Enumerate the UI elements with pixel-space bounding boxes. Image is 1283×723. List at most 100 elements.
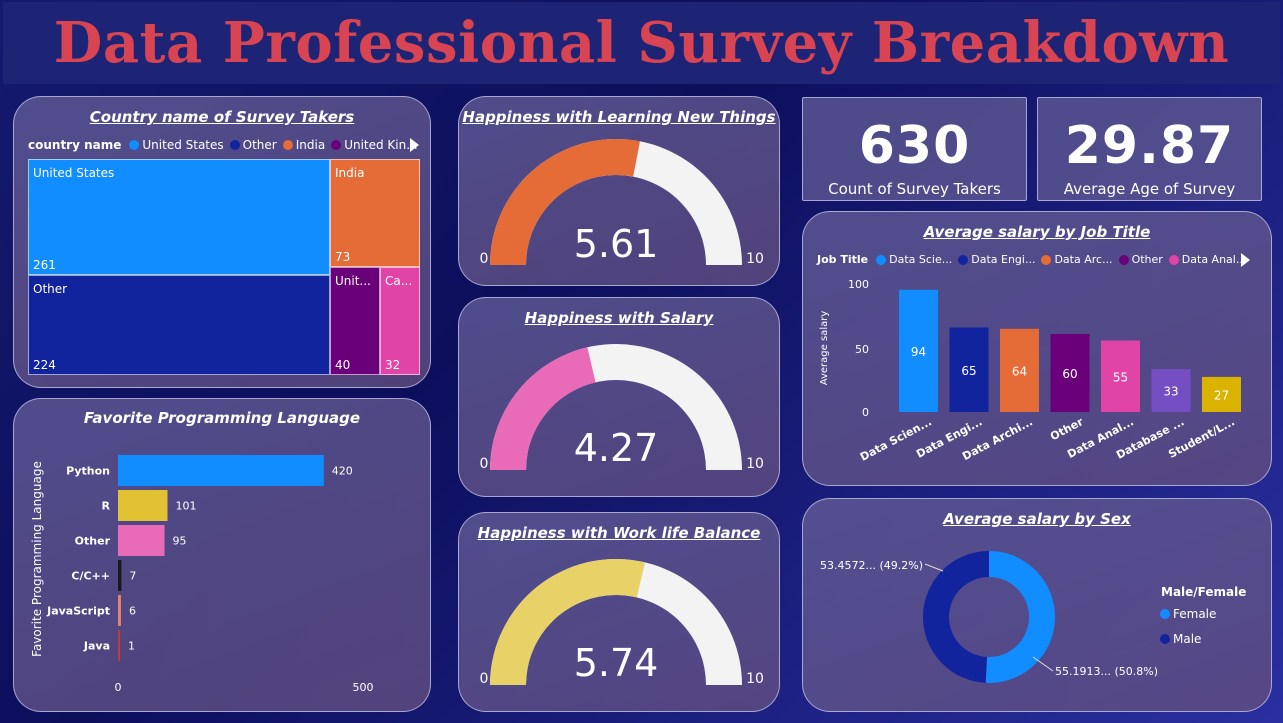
- language-bar-card[interactable]: Favorite Programming Language Favorite P…: [13, 398, 431, 712]
- legend-dot: [331, 140, 342, 150]
- salary-job-title: Average salary by Job Title: [923, 223, 1151, 241]
- gauge-fill: [490, 559, 646, 685]
- language-bar[interactable]: [118, 595, 121, 626]
- language-bar[interactable]: [118, 490, 168, 521]
- job-salary-value-label: 27: [1214, 388, 1229, 402]
- job-salary-value-label: 65: [961, 364, 976, 378]
- donut-leader-line: [1032, 656, 1054, 672]
- kpi-count-label: Count of Survey Takers: [828, 180, 1001, 198]
- language-value-label: 1: [128, 640, 135, 653]
- gauge-max-salary: 10: [746, 456, 764, 472]
- legend-dot: [1118, 254, 1129, 265]
- language-x-tick-500: 500: [353, 681, 374, 694]
- legend-item-data-engineer[interactable]: Data Engi...: [958, 253, 1035, 266]
- treemap-cell-canada[interactable]: Ca... 32: [380, 267, 420, 375]
- language-value-label: 95: [173, 535, 187, 548]
- gauge-min-learning: 0: [480, 251, 489, 267]
- treemap-cell-other[interactable]: Other 224: [28, 275, 330, 375]
- salary-job-card[interactable]: Average salary by Job Title Job Title Da…: [802, 211, 1272, 486]
- legend-item-data-architect[interactable]: Data Arc...: [1041, 253, 1113, 266]
- job-salary-bar[interactable]: [1050, 334, 1090, 412]
- salary-sex-legend-title: Male/Female: [1161, 585, 1246, 599]
- job-salary-bar[interactable]: [1101, 340, 1140, 413]
- job-salary-bar[interactable]: [1000, 328, 1039, 412]
- job-salary-value-label: 94: [911, 345, 926, 359]
- legend-dot: [282, 140, 293, 150]
- legend-next-arrow-icon[interactable]: [1241, 253, 1250, 267]
- legend-dot-male: [1160, 634, 1170, 644]
- treemap-legend-label: country name: [28, 138, 122, 152]
- legend-dot: [876, 254, 887, 265]
- job-salary-value-label: 64: [1012, 364, 1027, 378]
- treemap-cell-india[interactable]: India 73: [330, 159, 420, 267]
- kpi-count-card[interactable]: 630 Count of Survey Takers: [802, 97, 1027, 201]
- legend-item-data-analyst[interactable]: Data Anal...: [1168, 253, 1246, 266]
- job-salary-bar[interactable]: [1151, 369, 1191, 412]
- language-category-label: Other: [75, 535, 111, 548]
- gauge-value-salary: 4.27: [574, 426, 659, 470]
- gauge-max-learning: 10: [746, 251, 764, 267]
- legend-item-other[interactable]: Other: [229, 138, 277, 152]
- gauge-card-salary[interactable]: Happiness with Salary 4.27 0 10: [458, 297, 780, 497]
- job-salary-value-label: 55: [1113, 370, 1128, 384]
- legend-item-united-kingdom[interactable]: United Kin...: [331, 138, 418, 152]
- donut-label-female: 55.1913... (50.8%): [1055, 665, 1158, 678]
- donut-label-male: 53.4572... (49.2%): [820, 559, 923, 572]
- salary-sex-card[interactable]: Average salary by Sex 53.4572... (49.2%)…: [802, 498, 1272, 712]
- gauge-title-worklife: Happiness with Work life Balance: [477, 524, 761, 542]
- language-value-label: 420: [332, 465, 353, 478]
- treemap-legend: country name United States Other India U…: [28, 138, 424, 152]
- legend-dot: [129, 140, 140, 150]
- donut-slice-male[interactable]: [922, 551, 989, 683]
- language-value-label: 7: [129, 570, 136, 583]
- gauge-fill: [490, 347, 596, 470]
- language-chart-title: Favorite Programming Language: [83, 409, 361, 427]
- gauge-min-worklife: 0: [480, 671, 489, 687]
- salary-sex-title: Average salary by Sex: [943, 510, 1131, 528]
- job-salary-value-label: 33: [1163, 385, 1178, 399]
- salary-job-y-tick-0: 0: [862, 406, 869, 419]
- country-treemap-card[interactable]: Country name of Survey Takers country na…: [13, 96, 431, 388]
- kpi-age-card[interactable]: 29.87 Average Age of Survey Takers: [1037, 97, 1262, 201]
- header-banner: Data Professional Survey Breakdown: [3, 2, 1280, 84]
- legend-next-arrow-icon[interactable]: [410, 138, 419, 152]
- legend-dot: [1168, 254, 1179, 265]
- kpi-count-value: 630: [858, 116, 971, 176]
- job-category-label: Other: [1048, 415, 1086, 443]
- language-bar[interactable]: [118, 630, 120, 661]
- treemap-title: Country name of Survey Takers: [89, 108, 355, 126]
- legend-dot: [1041, 254, 1052, 265]
- legend-item-other[interactable]: Other: [1118, 253, 1163, 266]
- language-bar[interactable]: [118, 455, 324, 486]
- job-salary-bar[interactable]: [899, 289, 938, 412]
- donut-slice-female[interactable]: [985, 551, 1055, 683]
- donut-leader-line: [924, 563, 944, 572]
- job-salary-bar[interactable]: [1202, 376, 1241, 412]
- language-category-label: JavaScript: [46, 605, 110, 618]
- language-bar[interactable]: [118, 560, 122, 591]
- salary-job-legend-label: Job Title: [817, 253, 869, 266]
- gauge-worklife: 5.74 0 10: [480, 559, 764, 687]
- gauge-card-learning[interactable]: Happiness with Learning New Things 5.61 …: [458, 96, 780, 286]
- treemap-cell-united-states[interactable]: United States 261: [28, 159, 330, 275]
- language-bar-chart: Favorite Programming Language 0 500 Pyth…: [30, 455, 374, 694]
- language-category-label: C/C++: [71, 570, 110, 583]
- gauge-min-salary: 0: [480, 456, 489, 472]
- legend-item-united-states[interactable]: United States: [129, 138, 224, 152]
- legend-item-female[interactable]: Female: [1173, 607, 1216, 621]
- language-x-tick-0: 0: [115, 681, 122, 694]
- legend-item-data-scientist[interactable]: Data Scie...: [876, 253, 952, 266]
- language-value-label: 101: [175, 500, 196, 513]
- treemap-cell-united-kingdom[interactable]: Unit... 40: [330, 267, 380, 375]
- language-category-label: R: [102, 500, 111, 513]
- salary-job-y-tick-50: 50: [855, 343, 869, 356]
- legend-item-india[interactable]: India: [282, 138, 325, 152]
- language-bar[interactable]: [118, 525, 165, 556]
- legend-item-male[interactable]: Male: [1173, 632, 1201, 646]
- gauge-card-worklife[interactable]: Happiness with Work life Balance 5.74 0 …: [458, 512, 780, 712]
- gauge-fill: [490, 139, 640, 265]
- job-salary-bar[interactable]: [949, 327, 989, 413]
- salary-job-y-tick-100: 100: [848, 278, 869, 291]
- job-salary-value-label: 60: [1062, 367, 1077, 381]
